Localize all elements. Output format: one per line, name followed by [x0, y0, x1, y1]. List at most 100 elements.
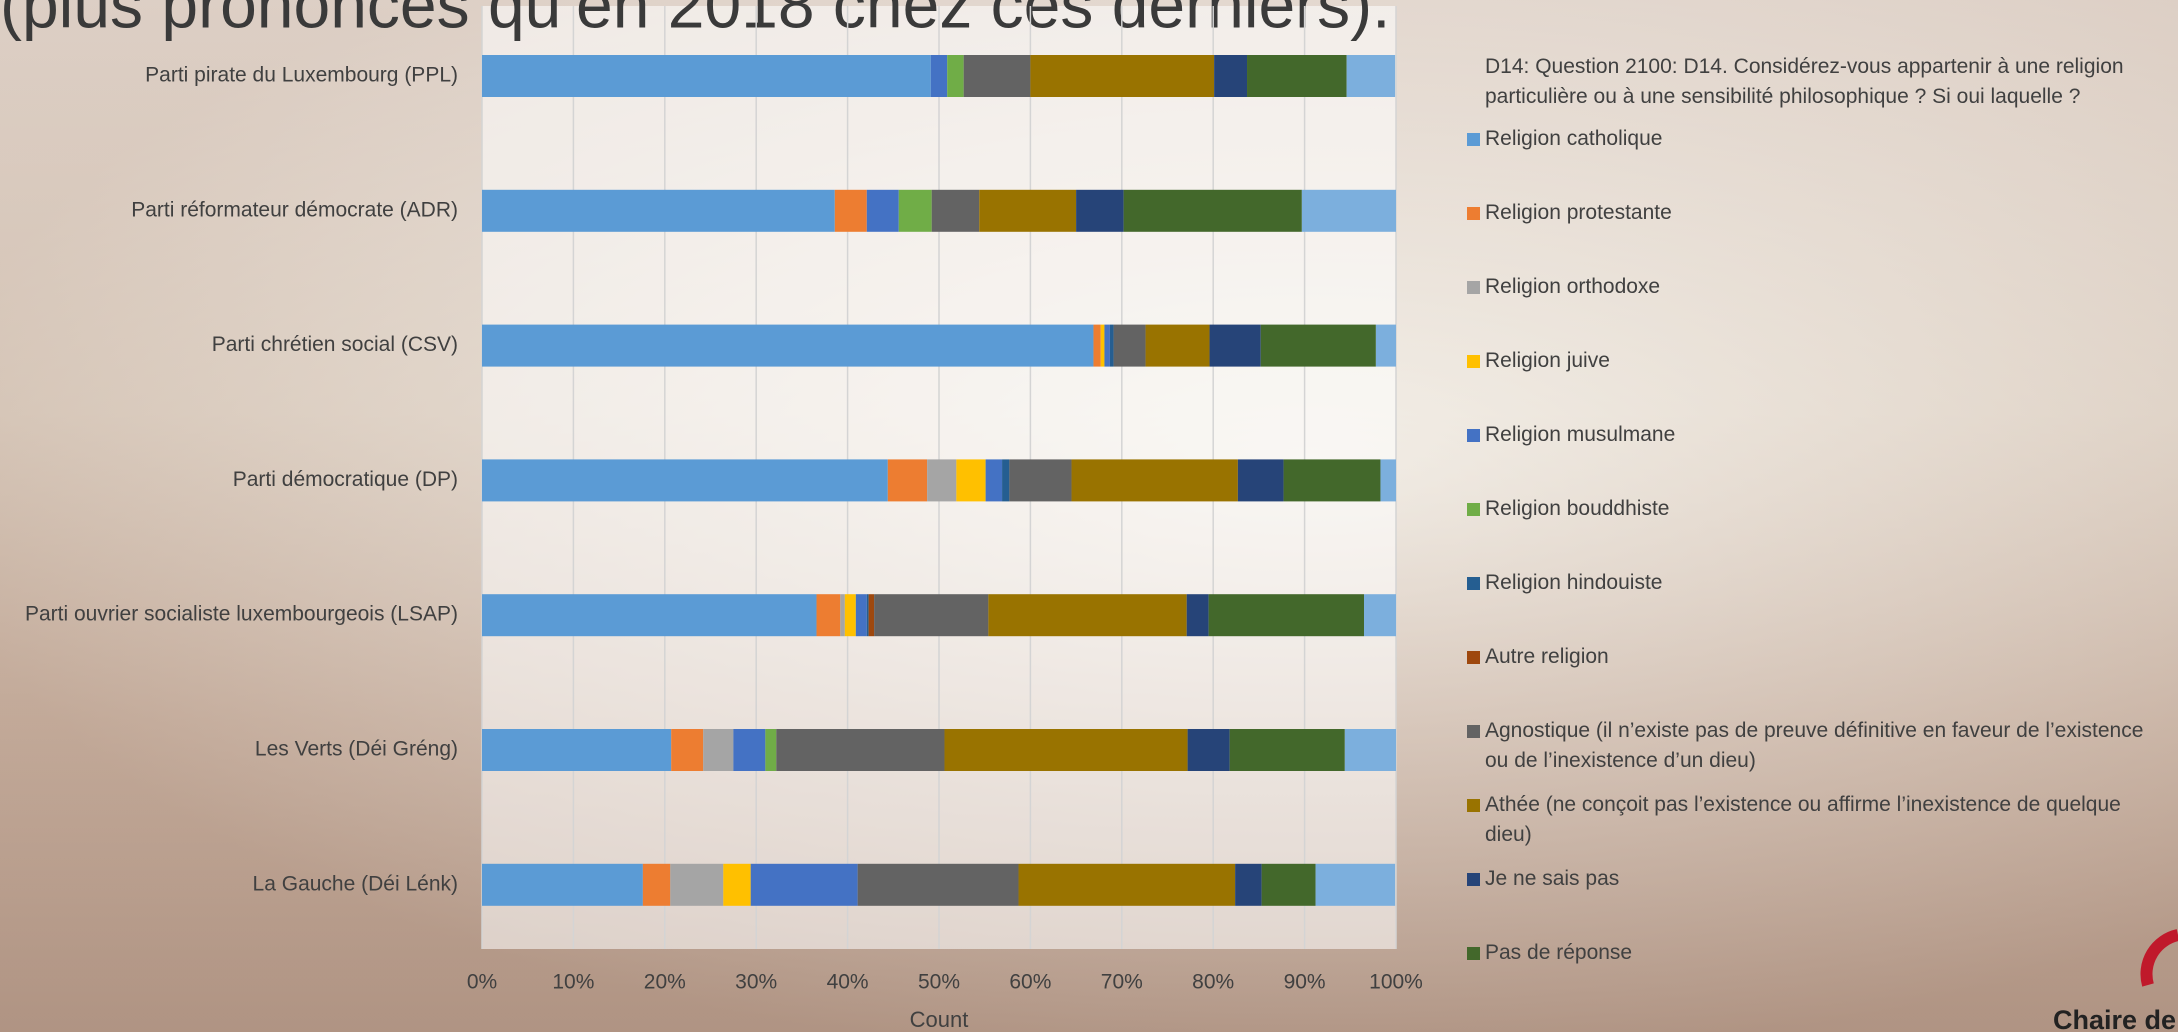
logo-mark [2140, 929, 2178, 987]
bar-segment [956, 459, 986, 502]
bar-segment [1364, 594, 1396, 637]
legend-item: Pas de réponse [1467, 938, 2172, 968]
legend-label: Religion protestante [1485, 201, 1672, 224]
y-tick-label: Parti pirate du Luxembourg (PPL) [145, 64, 458, 87]
legend-item: Autre religion [1467, 642, 2172, 672]
bar-segment [1113, 324, 1146, 367]
legend-swatch [1467, 651, 1480, 664]
legend-label: Religion catholique [1485, 127, 1663, 150]
bar-segment [1018, 863, 1236, 906]
x-tick-label: 40% [827, 971, 869, 994]
bar-segment [703, 729, 734, 771]
x-tick-label: 60% [1009, 971, 1051, 994]
bar-segment [1315, 863, 1396, 906]
bar-segment [723, 863, 751, 906]
legend-swatch [1467, 799, 1480, 812]
legend-item: Religion orthodoxe [1467, 272, 2172, 302]
bar-segment [1186, 594, 1209, 637]
bar-segment [855, 594, 867, 637]
logo-text: Chaire de [2053, 1005, 2176, 1032]
x-tick-label: 20% [644, 971, 686, 994]
bar-segment [927, 459, 957, 502]
bar-segment [1104, 324, 1110, 367]
bar-segment [868, 594, 875, 637]
legend-item: Je ne sais pas [1467, 864, 2172, 894]
bar-segment [887, 459, 928, 502]
x-tick-label: 100% [1369, 971, 1423, 994]
y-tick-label: Parti réformateur démocrate (ADR) [131, 198, 458, 221]
legend-item: Athée (ne conçoit pas l’existence ou aff… [1467, 790, 2172, 850]
bar-segment [816, 594, 841, 637]
bar-segment [482, 324, 1094, 367]
x-axis-label: Count [910, 1007, 969, 1032]
bar-segment [834, 189, 867, 232]
bar-segment [866, 594, 869, 637]
legend-title: D14: Question 2100: D14. Considérez-vous… [1485, 55, 2124, 108]
x-tick-label: 10% [552, 971, 594, 994]
legend-swatch [1467, 947, 1480, 960]
bar-segment [1301, 189, 1396, 232]
bar-segment [1380, 459, 1396, 502]
bar-segment [1344, 729, 1396, 771]
y-tick-label: La Gauche (Déi Lénk) [253, 872, 458, 895]
bar-segment [1247, 55, 1347, 97]
legend-item: Religion protestante [1467, 198, 2172, 228]
bar-segment [482, 55, 931, 97]
bar-segment [931, 189, 980, 232]
bar-segment [482, 459, 888, 502]
legend-swatch [1467, 133, 1480, 146]
legend-item: Agnostique (il n’existe pas de preuve dé… [1467, 716, 2172, 776]
bar-segment [1214, 55, 1248, 97]
bar-segment [1109, 324, 1114, 367]
legend-item: Religion bouddhiste [1467, 494, 2172, 524]
x-tick-label: 50% [918, 971, 960, 994]
y-tick-label: Les Verts (Déi Gréng) [255, 738, 458, 761]
bar-segment [482, 729, 672, 771]
bar-segment [1229, 729, 1345, 771]
bar-segment [1261, 863, 1316, 906]
legend-item: Religion musulmane [1467, 420, 2172, 450]
bar-segment [874, 594, 989, 637]
legend-swatch [1467, 355, 1480, 368]
bar-segment [947, 55, 964, 97]
bar-segment [1187, 729, 1230, 771]
x-tick-label: 90% [1284, 971, 1326, 994]
bar-segment [1030, 55, 1215, 97]
legend-label: Agnostique (il n’existe pas de preuve dé… [1485, 719, 2144, 772]
bar-segment [840, 594, 845, 637]
bar-segment [670, 863, 724, 906]
x-tick-label: 70% [1101, 971, 1143, 994]
bar-segment [1100, 324, 1105, 367]
legend-swatch [1467, 503, 1480, 516]
y-tick-label: Parti ouvrier socialiste luxembourgeois … [25, 603, 458, 626]
legend-label: Athée (ne conçoit pas l’existence ou aff… [1485, 793, 2121, 846]
bar-segment [866, 189, 899, 232]
legend-swatch [1467, 577, 1480, 590]
legend-swatch [1467, 873, 1480, 886]
bar-segment [733, 729, 766, 771]
legend-label: Religion juive [1485, 349, 1610, 372]
bar-segment [979, 189, 1077, 232]
bar-segment [1375, 324, 1396, 367]
legend-swatch [1467, 725, 1480, 738]
y-tick-label: Parti chrétien social (CSV) [212, 333, 458, 356]
bar-segment [765, 729, 777, 771]
bar-segment [1208, 594, 1365, 637]
legend-label: Je ne sais pas [1485, 867, 1620, 890]
legend-label: Religion bouddhiste [1485, 497, 1670, 520]
bar-segment [988, 594, 1187, 637]
x-tick-label: 0% [467, 971, 497, 994]
x-tick-label: 30% [735, 971, 777, 994]
bar-segment [1260, 324, 1376, 367]
bar-segment [1209, 324, 1261, 367]
bar-segment [482, 863, 643, 906]
bar-segment [1123, 189, 1302, 232]
legend-label: Autre religion [1485, 645, 1609, 668]
bar-segment [844, 594, 856, 637]
bar-segment [1076, 189, 1124, 232]
bar-segment [985, 459, 1003, 502]
bar-segment [1235, 863, 1262, 906]
bar-segment [1002, 459, 1010, 502]
bar-segment [750, 863, 858, 906]
